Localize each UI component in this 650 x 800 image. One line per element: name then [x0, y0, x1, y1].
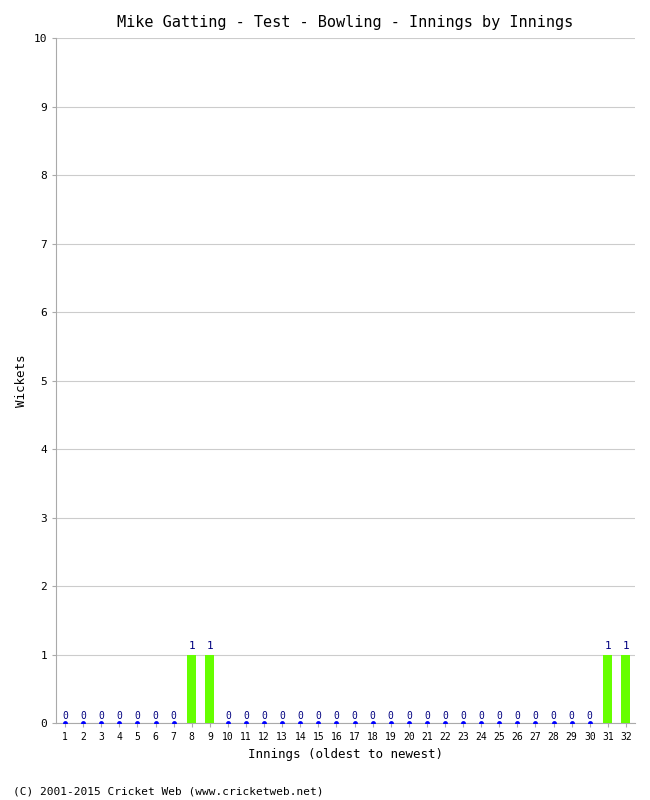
Text: 0: 0 — [460, 710, 466, 721]
Bar — [187, 655, 196, 723]
Text: 0: 0 — [514, 710, 521, 721]
Text: 0: 0 — [153, 710, 159, 721]
Text: 0: 0 — [81, 710, 86, 721]
X-axis label: Innings (oldest to newest): Innings (oldest to newest) — [248, 748, 443, 761]
Text: 0: 0 — [135, 710, 140, 721]
Text: 1: 1 — [207, 641, 213, 650]
Text: 0: 0 — [478, 710, 484, 721]
Text: 0: 0 — [424, 710, 430, 721]
Text: (C) 2001-2015 Cricket Web (www.cricketweb.net): (C) 2001-2015 Cricket Web (www.cricketwe… — [13, 786, 324, 796]
Text: 0: 0 — [532, 710, 538, 721]
Text: 0: 0 — [406, 710, 412, 721]
Text: 1: 1 — [604, 641, 611, 650]
Bar — [621, 655, 630, 723]
Text: 0: 0 — [298, 710, 304, 721]
Text: 0: 0 — [497, 710, 502, 721]
Text: 0: 0 — [352, 710, 358, 721]
Bar — [603, 655, 612, 723]
Text: 0: 0 — [98, 710, 104, 721]
Text: 0: 0 — [225, 710, 231, 721]
Text: 0: 0 — [171, 710, 177, 721]
Text: 0: 0 — [569, 710, 575, 721]
Bar — [205, 655, 214, 723]
Text: 0: 0 — [388, 710, 394, 721]
Title: Mike Gatting - Test - Bowling - Innings by Innings: Mike Gatting - Test - Bowling - Innings … — [118, 15, 574, 30]
Text: 0: 0 — [280, 710, 285, 721]
Text: 0: 0 — [62, 710, 68, 721]
Text: 0: 0 — [442, 710, 448, 721]
Text: 0: 0 — [587, 710, 593, 721]
Y-axis label: Wickets: Wickets — [15, 354, 28, 407]
Text: 0: 0 — [116, 710, 122, 721]
Text: 0: 0 — [370, 710, 376, 721]
Text: 1: 1 — [188, 641, 195, 650]
Text: 0: 0 — [551, 710, 556, 721]
Text: 1: 1 — [623, 641, 629, 650]
Text: 0: 0 — [261, 710, 267, 721]
Text: 0: 0 — [333, 710, 339, 721]
Text: 0: 0 — [243, 710, 249, 721]
Text: 0: 0 — [315, 710, 321, 721]
